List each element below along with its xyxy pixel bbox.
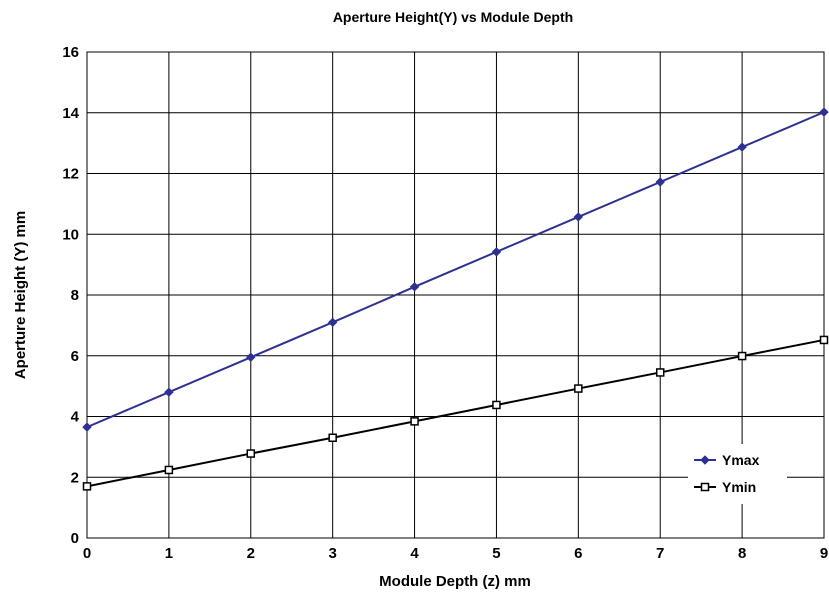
x-axis-label: Module Depth (z) mm (379, 573, 531, 590)
data-point-ymin (574, 384, 583, 393)
x-tick-label: 3 (328, 545, 336, 562)
legend-label-ymax: Ymax (722, 452, 760, 468)
x-tick-labels: 0 1 2 3 4 5 6 7 8 9 (83, 545, 828, 562)
data-point-ymax (819, 107, 829, 117)
y-tick-label: 16 (62, 44, 79, 61)
data-point-ymin (819, 335, 829, 345)
y-tick-label: 4 (71, 409, 80, 426)
legend-box (688, 444, 787, 504)
chart-title: Aperture Height(Y) vs Module Depth (333, 9, 573, 25)
data-point-ymin (492, 400, 501, 410)
data-point-ymin (655, 368, 665, 377)
series-ymax (82, 107, 829, 432)
x-tick-label: 9 (820, 545, 828, 562)
data-point-ymax (409, 282, 420, 292)
data-point-ymax (327, 317, 338, 328)
plot-area-border (86, 51, 825, 539)
x-tick-label: 0 (83, 545, 91, 562)
x-tick-label: 7 (656, 545, 664, 562)
data-point-ymin (164, 465, 174, 475)
x-tick-label: 5 (492, 545, 500, 562)
y-tick-label: 8 (71, 287, 79, 304)
data-point-ymax (491, 247, 502, 257)
data-point-ymin (328, 433, 337, 443)
y-axis-label: Aperture Height (Y) mm (12, 211, 29, 379)
legend-marker-ymax (700, 455, 710, 465)
x-tick-label: 6 (574, 545, 582, 562)
legend: Ymax Ymin (688, 444, 787, 504)
data-point-ymax (246, 352, 256, 362)
y-tick-label: 14 (62, 105, 79, 122)
y-tick-label: 6 (71, 348, 79, 365)
y-tick-label: 12 (62, 166, 79, 183)
data-point-ymax (737, 142, 747, 152)
series-line-ymin (86, 338, 825, 488)
series-line-ymax (86, 111, 825, 429)
data-point-ymax (655, 177, 665, 187)
y-tick-labels: 0 2 4 6 8 10 12 14 16 (62, 44, 79, 547)
x-tick-label: 1 (165, 545, 173, 562)
data-point-ymin (737, 351, 747, 361)
x-tick-label: 2 (247, 545, 255, 562)
legend-label-ymin: Ymin (722, 479, 756, 495)
data-point-ymax (164, 387, 174, 397)
series-ymin (82, 335, 829, 491)
data-point-ymin (82, 482, 92, 491)
data-point-ymin (410, 417, 419, 426)
data-point-ymax (82, 422, 92, 432)
y-tick-label: 0 (71, 530, 79, 547)
data-point-ymin (246, 449, 256, 458)
legend-marker-ymin (700, 482, 710, 492)
data-point-ymax (573, 212, 584, 222)
y-tick-label: 10 (62, 226, 79, 243)
series-group (82, 107, 829, 491)
y-tick-label: 2 (71, 469, 79, 486)
x-tick-label: 8 (738, 545, 746, 562)
x-tick-label: 4 (410, 545, 419, 562)
